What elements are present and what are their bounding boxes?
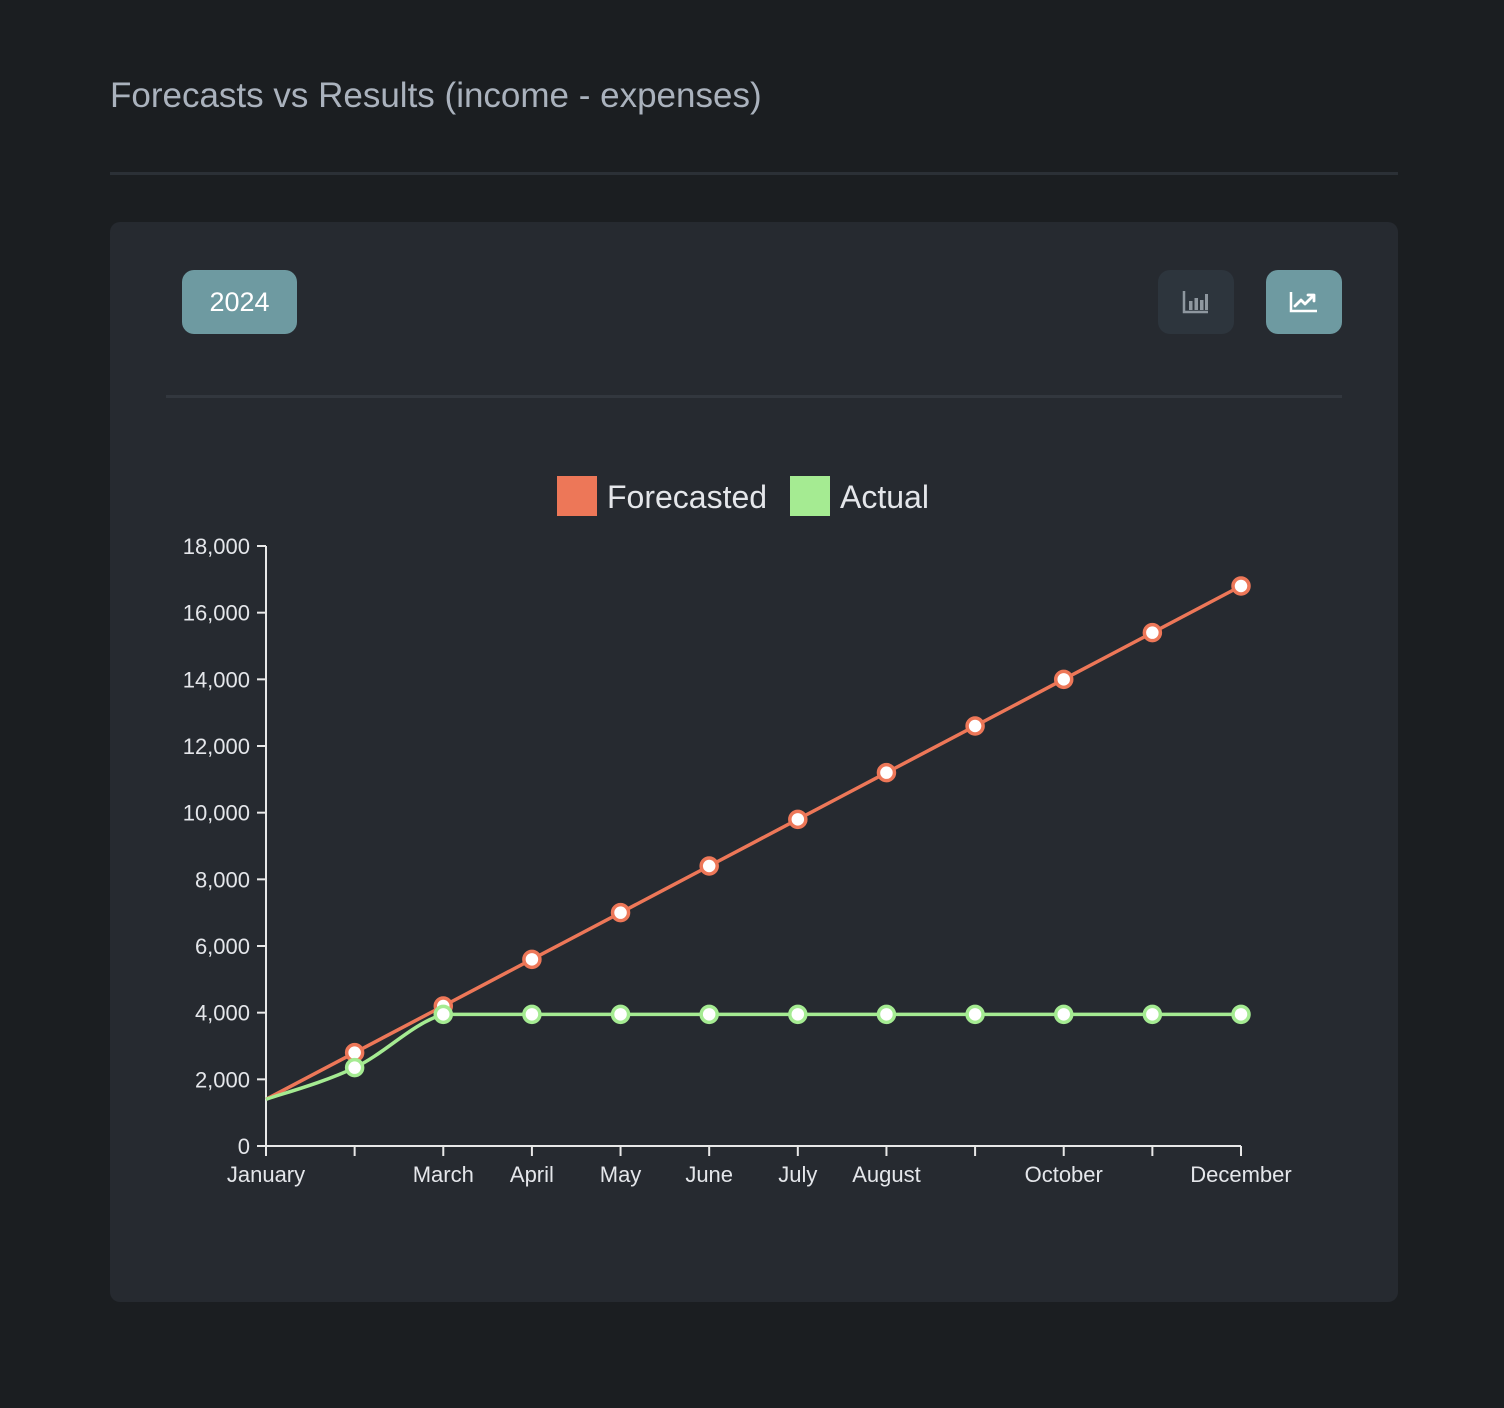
y-tick-label: 2,000: [195, 1067, 250, 1092]
data-point-forecasted[interactable]: [876, 762, 897, 783]
data-point-actual[interactable]: [344, 1057, 365, 1078]
y-tick-label: 0: [238, 1134, 250, 1159]
data-point-forecasted[interactable]: [522, 949, 542, 970]
data-point-actual[interactable]: [788, 1004, 808, 1025]
x-tick-label: January: [227, 1162, 305, 1187]
x-tick-label: October: [1025, 1162, 1103, 1187]
y-tick-label: 12,000: [183, 734, 250, 759]
x-tick-label: March: [413, 1162, 474, 1187]
data-point-actual[interactable]: [1142, 1004, 1163, 1025]
year-selector-button[interactable]: 2024: [182, 270, 297, 334]
data-point-forecasted[interactable]: [965, 716, 985, 736]
data-point-forecasted[interactable]: [1231, 576, 1251, 596]
title-divider: [110, 172, 1398, 175]
legend-swatch-actual: [790, 476, 830, 516]
y-tick-label: 14,000: [183, 667, 250, 692]
chart-legend: Forecasted Actual: [557, 476, 929, 516]
legend-label-actual: Actual: [840, 479, 929, 515]
y-tick-label: 16,000: [183, 601, 250, 626]
legend-swatch-forecasted: [557, 476, 597, 516]
page-title: Forecasts vs Results (income - expenses): [110, 76, 762, 115]
chart-axes: 0 2,000 4,000 6,000 8,000 10,000 12,000 14,000 1…: [183, 534, 1292, 1187]
series-line-forecasted: [265, 584, 1242, 1101]
y-tick-label: 18,000: [183, 534, 250, 559]
data-point-forecasted[interactable]: [1142, 622, 1163, 643]
data-point-actual[interactable]: [522, 1004, 542, 1025]
data-point-forecasted[interactable]: [699, 856, 719, 876]
data-point-actual[interactable]: [1231, 1004, 1251, 1025]
chart-panel: 2024 Forecasted Actual 0 2,000 4,000 6,000 8…: [110, 222, 1398, 1302]
series-line-actual: [265, 1012, 1241, 1101]
data-point-forecasted[interactable]: [610, 902, 631, 923]
bar-chart-icon: [1182, 291, 1208, 314]
bar-chart-view-button[interactable]: [1158, 270, 1234, 334]
x-tick-label: April: [510, 1162, 554, 1187]
x-tick-label: December: [1190, 1162, 1291, 1187]
line-chart: Forecasted Actual 0 2,000 4,000 6,000 8,000 1…: [183, 476, 1292, 1187]
line-chart-icon: [1289, 292, 1317, 313]
data-point-actual[interactable]: [965, 1004, 985, 1025]
data-point-actual[interactable]: [699, 1004, 719, 1025]
y-tick-label: 8,000: [195, 867, 250, 892]
y-tick-label: 6,000: [195, 934, 250, 959]
chart-series: [265, 576, 1251, 1101]
data-point-actual[interactable]: [1053, 1004, 1074, 1025]
y-tick-label: 4,000: [195, 1001, 250, 1026]
data-point-forecasted[interactable]: [788, 809, 808, 830]
line-chart-view-button[interactable]: [1266, 270, 1342, 334]
x-tick-label: August: [852, 1162, 921, 1187]
x-tick-label: June: [685, 1162, 733, 1187]
data-point-actual[interactable]: [876, 1004, 897, 1025]
legend-label-forecasted: Forecasted: [607, 479, 767, 515]
x-tick-label: July: [778, 1162, 817, 1187]
y-tick-label: 10,000: [183, 801, 250, 826]
data-point-actual[interactable]: [610, 1004, 631, 1025]
data-point-actual[interactable]: [433, 1004, 454, 1025]
panel-divider: [166, 395, 1342, 398]
data-point-forecasted[interactable]: [1053, 669, 1074, 690]
x-tick-label: May: [600, 1162, 642, 1187]
